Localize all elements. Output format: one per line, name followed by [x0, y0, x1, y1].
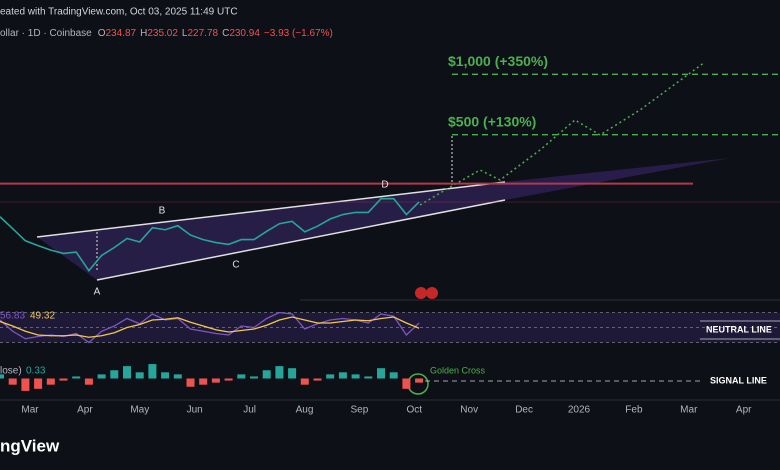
target-label: $1,000 (+350%)	[448, 53, 548, 69]
macd-bar	[110, 370, 119, 379]
macd-bar	[338, 372, 347, 379]
ohlc-value: 230.94	[229, 28, 260, 39]
symbol: ollar · 1D · Coinbase	[0, 28, 92, 39]
macd-bar	[300, 378, 309, 385]
neutral-annotation: NEUTRAL LINE	[706, 324, 772, 334]
x-tick-label: Mar	[680, 405, 698, 416]
x-tick-label: Feb	[625, 405, 643, 416]
macd-bar	[313, 378, 322, 381]
macd-bar	[224, 378, 233, 381]
macd-bar	[262, 370, 271, 379]
macd-bar	[135, 372, 144, 379]
macd-bar	[250, 376, 258, 379]
rsi-value: 56.83	[0, 311, 25, 322]
x-tick-label: Apr	[736, 405, 752, 416]
event-icon	[415, 287, 427, 299]
macd-bar	[0, 374, 4, 379]
x-tick-label: Sep	[351, 405, 369, 416]
target-label: $500 (+130%)	[448, 113, 536, 129]
macd-bar	[415, 378, 424, 383]
macd-bar	[237, 374, 246, 379]
macd-bar	[8, 378, 17, 385]
wave-label: D	[381, 180, 388, 191]
x-tick-label: Jul	[243, 405, 256, 416]
macd-bar	[148, 364, 157, 379]
wedge-lower	[96, 199, 506, 281]
macd-bar	[84, 378, 93, 385]
macd-bar	[402, 378, 411, 389]
macd-bar	[377, 368, 385, 379]
macd-bar	[288, 368, 297, 379]
x-tick-label: Jun	[187, 405, 203, 416]
macd-bar	[59, 378, 68, 381]
wave-label: C	[232, 260, 239, 271]
macd-bar	[34, 378, 43, 389]
macd-bar	[389, 372, 398, 379]
wave-label: B	[159, 206, 166, 217]
projection-path	[419, 61, 706, 206]
macd-bar	[364, 376, 373, 379]
wedge-upper	[36, 181, 506, 238]
macd-bar	[161, 372, 170, 379]
x-tick-label: Apr	[77, 405, 93, 416]
macd-bar	[211, 378, 220, 383]
wave-label: A	[94, 287, 101, 298]
change: −3.93 (−1.67%)	[264, 28, 333, 39]
macd-bar	[275, 366, 284, 379]
ohlc-key: H	[140, 28, 147, 39]
rsi-ma-value: 49.32	[30, 311, 55, 322]
price-line	[0, 197, 420, 273]
ohlc-value: 227.78	[187, 28, 218, 39]
macd-bar	[72, 376, 81, 379]
golden-cross: Golden Cross	[430, 365, 486, 375]
x-tick-label: 2026	[568, 405, 591, 416]
x-tick-label: Dec	[515, 405, 533, 416]
macd-bar	[21, 378, 30, 391]
x-tick-label: May	[130, 405, 149, 416]
macd-bar	[46, 378, 55, 385]
rsi-ma-line	[0, 316, 420, 338]
event-icon	[426, 287, 438, 299]
ohlc-key: O	[98, 28, 106, 39]
macd-bar	[97, 374, 106, 379]
symbol-legend: ollar · 1D · Coinbase O234.87 H235.02 L227.…	[0, 28, 333, 39]
macd-bar	[173, 374, 182, 379]
signal-annotation: SIGNAL LINE	[710, 375, 767, 385]
ohlc-key: C	[222, 28, 229, 39]
macd-bar	[123, 366, 131, 379]
macd-bar	[186, 378, 195, 387]
x-tick-label: Mar	[21, 405, 39, 416]
ohlc-value: 234.87	[106, 28, 137, 39]
ohlc-value: 235.02	[147, 28, 178, 39]
macd-bar	[199, 378, 208, 385]
credit: eated with TradingView.com, Oct 03, 2025…	[0, 7, 238, 18]
x-tick-label: Nov	[460, 405, 478, 416]
macd-bar	[351, 374, 360, 379]
x-tick-label: Oct	[407, 405, 423, 416]
projection-fill	[505, 158, 730, 200]
macd-prefix: lose)	[0, 366, 22, 377]
brand: ngView	[0, 436, 60, 455]
x-tick-label: Aug	[296, 405, 314, 416]
wedge-fill	[37, 182, 505, 280]
macd-bar	[326, 374, 335, 379]
macd-value: 0.33	[26, 366, 46, 377]
ohlc-key: L	[182, 28, 188, 39]
